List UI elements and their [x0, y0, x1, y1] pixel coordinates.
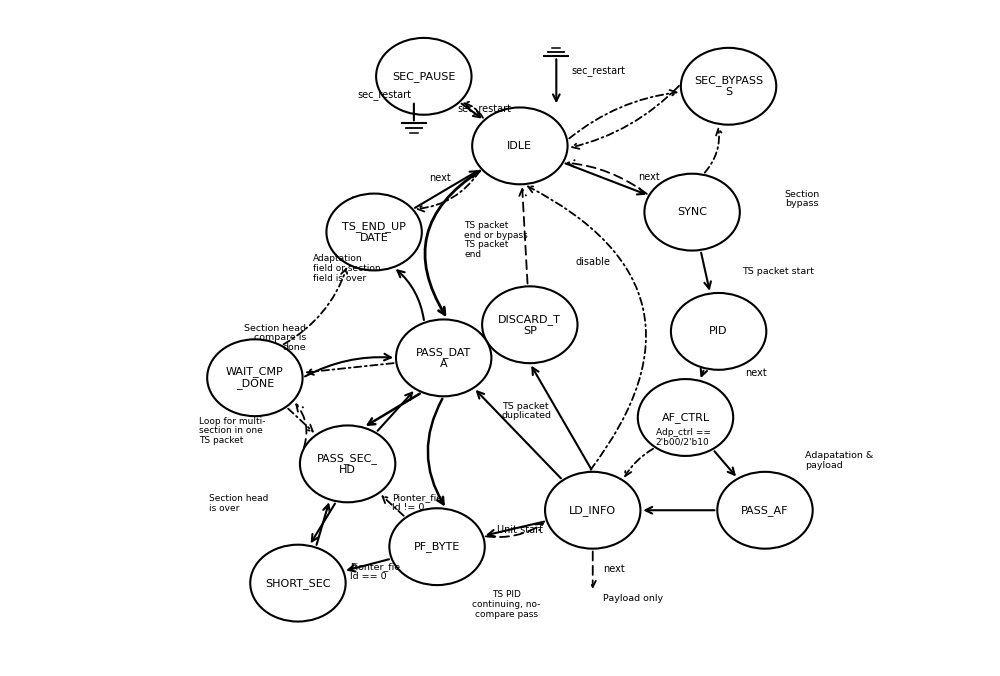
Text: SHORT_SEC: SHORT_SEC	[265, 578, 331, 589]
Text: Section head
compare is
done: Section head compare is done	[244, 324, 306, 352]
Text: TS PID
continuing, no-
compare pass: TS PID continuing, no- compare pass	[472, 590, 541, 619]
Text: sec_restart: sec_restart	[572, 66, 626, 77]
Text: PASS_AF: PASS_AF	[741, 505, 789, 516]
Ellipse shape	[472, 107, 568, 185]
Ellipse shape	[326, 193, 422, 270]
Ellipse shape	[396, 320, 491, 396]
Text: IDLE: IDLE	[507, 141, 532, 151]
Text: PASS_SEC_
HD: PASS_SEC_ HD	[317, 453, 378, 475]
Text: DISCARD_T
SP: DISCARD_T SP	[498, 314, 561, 336]
Text: disable: disable	[575, 257, 610, 267]
Ellipse shape	[545, 472, 640, 549]
Text: PID: PID	[709, 327, 728, 337]
Text: Section head
is over: Section head is over	[209, 494, 268, 513]
Text: sec_restart: sec_restart	[457, 104, 511, 115]
Text: LD_INFO: LD_INFO	[569, 505, 616, 516]
Text: Unit start: Unit start	[497, 525, 543, 535]
Text: TS packet
duplicated: TS packet duplicated	[502, 402, 552, 420]
Ellipse shape	[389, 508, 485, 585]
Text: Loop for multi-
section in one
TS packet: Loop for multi- section in one TS packet	[199, 416, 266, 445]
Text: next: next	[603, 564, 624, 573]
Ellipse shape	[300, 425, 395, 502]
Text: TS packet
end or bypass
TS packet
end: TS packet end or bypass TS packet end	[464, 221, 528, 259]
Text: next: next	[638, 172, 660, 182]
Ellipse shape	[207, 339, 303, 416]
Text: PF_BYTE: PF_BYTE	[414, 541, 460, 552]
Ellipse shape	[250, 545, 346, 621]
Ellipse shape	[376, 38, 472, 115]
Text: Adp_ctrl ==
2'b00/2'b10: Adp_ctrl == 2'b00/2'b10	[656, 428, 711, 447]
Text: next: next	[430, 172, 451, 183]
Ellipse shape	[644, 174, 740, 251]
Text: sec_restart: sec_restart	[357, 91, 411, 101]
Text: TS_END_UP
DATE: TS_END_UP DATE	[342, 221, 406, 243]
Text: AF_CTRL: AF_CTRL	[661, 412, 710, 423]
Text: Pionter_fie
ld == 0: Pionter_fie ld == 0	[350, 562, 400, 581]
Text: Section
bypass: Section bypass	[785, 189, 820, 208]
Text: SEC_PAUSE: SEC_PAUSE	[392, 71, 456, 82]
Ellipse shape	[482, 287, 578, 363]
Text: Payload only: Payload only	[603, 594, 663, 603]
Text: Adapatation &
payload: Adapatation & payload	[805, 451, 873, 470]
Text: Pionter_fie
ld != 0: Pionter_fie ld != 0	[392, 493, 442, 512]
Text: SEC_BYPASS
S: SEC_BYPASS S	[694, 75, 763, 97]
Text: next: next	[745, 368, 767, 378]
Text: PASS_DAT
A: PASS_DAT A	[416, 347, 471, 369]
Text: TS packet start: TS packet start	[742, 267, 814, 276]
Ellipse shape	[671, 293, 766, 370]
Text: SYNC: SYNC	[677, 207, 707, 217]
Text: WAIT_CMP
_DONE: WAIT_CMP _DONE	[226, 366, 284, 389]
Text: Adaptation
field or section
field is over: Adaptation field or section field is ove…	[313, 254, 381, 283]
Ellipse shape	[681, 48, 776, 124]
Ellipse shape	[717, 472, 813, 549]
Ellipse shape	[638, 379, 733, 456]
